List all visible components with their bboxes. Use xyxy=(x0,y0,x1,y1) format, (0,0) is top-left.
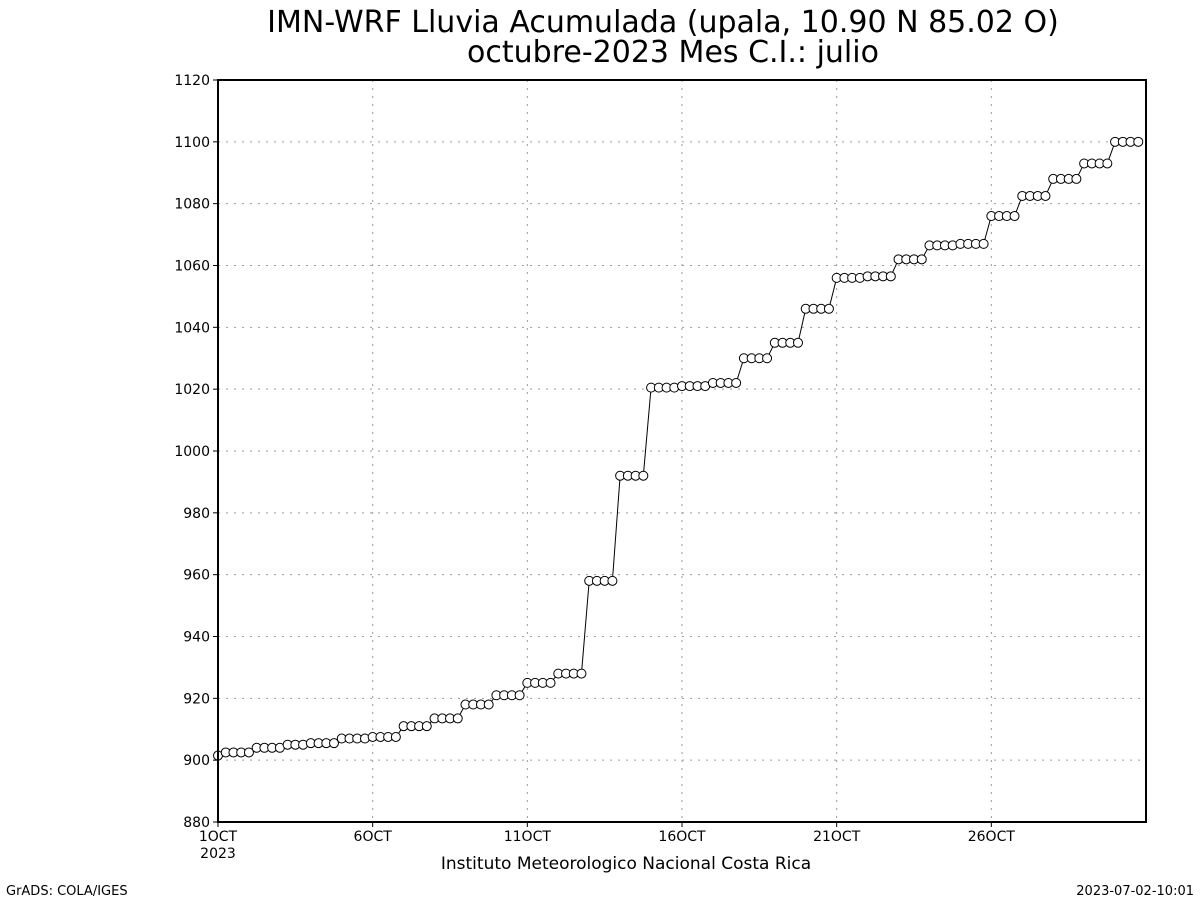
data-point xyxy=(452,713,463,724)
y-tick-label: 960 xyxy=(183,568,210,584)
data-point xyxy=(793,337,803,348)
x-tick-label: 11OCT xyxy=(504,829,552,845)
chart-subtitle: octubre-2023 Mes C.I.: julio xyxy=(467,35,879,70)
y-tick-label: 1120 xyxy=(174,73,210,89)
data-point xyxy=(483,699,494,710)
footer-right: 2023-07-02-10:01 xyxy=(1076,884,1194,899)
data-point xyxy=(576,668,587,679)
data-point xyxy=(329,738,339,749)
data-point xyxy=(545,677,556,688)
x-axis-label: Instituto Meteorologico Nacional Costa R… xyxy=(441,854,811,874)
series-marker-layer xyxy=(213,136,1144,761)
data-point xyxy=(638,470,649,481)
data-point xyxy=(1102,158,1113,169)
x-tick-sublabel: 2023 xyxy=(200,846,236,862)
series-line xyxy=(217,141,1139,756)
y-tick-label: 900 xyxy=(183,753,210,769)
y-axis: 880 900 920 940 960 980 1000 1020 1040 1060 1080 11… xyxy=(174,73,218,831)
y-tick-label: 880 xyxy=(183,815,210,831)
data-point xyxy=(1071,173,1082,184)
x-tick-label: 26OCT xyxy=(968,829,1016,845)
x-tick-label: 16OCT xyxy=(658,829,706,845)
y-tick-label: 1080 xyxy=(174,197,210,213)
data-point xyxy=(421,721,432,732)
data-point xyxy=(390,731,401,742)
data-point xyxy=(885,271,896,282)
data-point xyxy=(1040,190,1051,201)
y-tick-label: 1000 xyxy=(174,444,210,460)
y-tick-label: 1100 xyxy=(174,135,210,151)
data-point xyxy=(978,238,989,249)
y-tick-label: 980 xyxy=(183,506,210,522)
x-tick-label: 6OCT xyxy=(354,829,393,845)
y-tick-label: 1040 xyxy=(174,320,210,336)
y-tick-label: 1020 xyxy=(174,382,210,398)
series-line-layer xyxy=(217,141,1139,756)
y-tick-label: 920 xyxy=(183,691,210,707)
grid xyxy=(218,80,1146,822)
data-point xyxy=(514,690,525,701)
x-tick-label: 1OCT xyxy=(199,829,238,845)
y-tick-label: 940 xyxy=(183,630,210,646)
data-point xyxy=(762,353,773,364)
data-point xyxy=(243,747,254,758)
data-point xyxy=(731,377,742,388)
x-tick-label: 21OCT xyxy=(813,829,861,845)
data-point xyxy=(607,575,618,586)
chart-title: IMN-WRF Lluvia Acumulada (upala, 10.90 N… xyxy=(267,5,1059,40)
data-point xyxy=(1009,211,1020,222)
data-point xyxy=(916,254,927,265)
footer-left: GrADS: COLA/IGES xyxy=(6,884,128,899)
data-point xyxy=(1133,136,1144,147)
y-tick-label: 1060 xyxy=(174,259,210,275)
data-point xyxy=(823,303,834,314)
